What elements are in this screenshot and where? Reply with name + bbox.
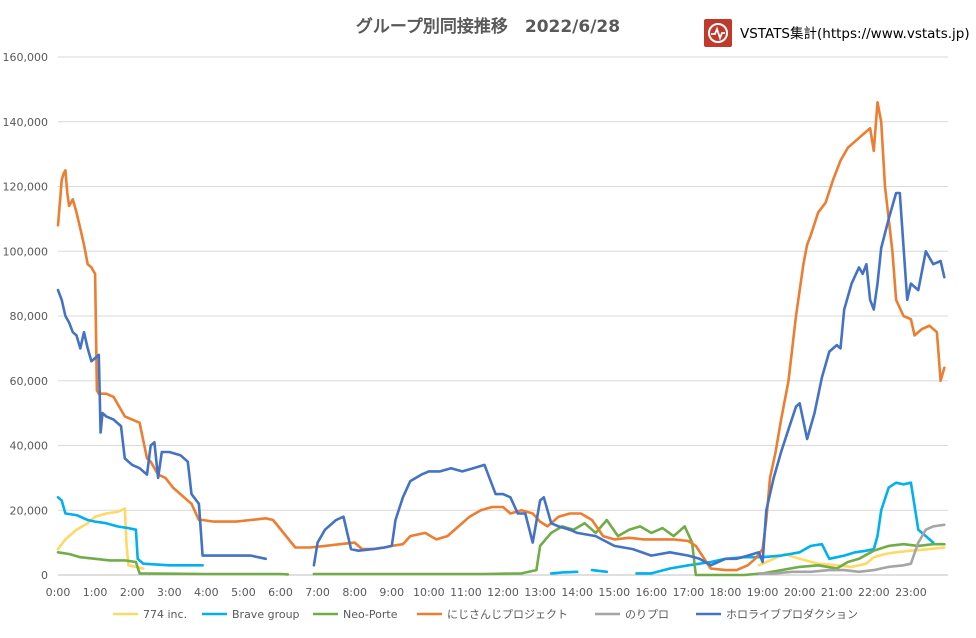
x-tick-label-19: 19:00	[747, 586, 779, 599]
x-tick-label-16: 16:00	[635, 586, 667, 599]
x-tick-label-4: 4:00	[194, 586, 219, 599]
x-tick-label-11: 11:00	[450, 586, 482, 599]
x-tick-label-5: 5:00	[231, 586, 256, 599]
chart-title: グループ別同接推移 2022/6/28	[356, 16, 620, 37]
x-tick-label-23: 23:00	[895, 586, 927, 599]
y-tick-label-4: 80,000	[10, 310, 49, 323]
legend-label-0: 774 inc.	[143, 608, 187, 621]
legend-label-5: ホロライブプロダクション	[726, 607, 858, 621]
brand-badge: VSTATS集計(https://www.vstats.jp)	[704, 19, 970, 47]
x-tick-label-6: 6:00	[268, 586, 293, 599]
x-tick-label-0: 0:00	[46, 586, 71, 599]
legend-label-3: にじさんじプロジェクト	[447, 608, 568, 621]
x-tick-label-17: 17:00	[673, 586, 705, 599]
y-tick-label-0: 0	[41, 569, 48, 582]
pulse-icon	[708, 23, 728, 43]
series-2	[56, 518, 946, 577]
legend-label-2: Neo-Porte	[343, 608, 398, 621]
x-tick-label-7: 7:00	[305, 586, 330, 599]
y-axis: 0 20,000 40,000 60,000 80,000 100,000 120,000 1…	[3, 51, 49, 582]
y-tick-label-8: 160,000	[3, 51, 49, 64]
series-line-1-seg-3	[635, 481, 935, 575]
y-tick-label-6: 120,000	[3, 181, 49, 194]
series-line-4-seg-0	[757, 523, 946, 575]
series-line-0-seg-1	[127, 563, 145, 570]
x-tick-label-13: 13:00	[524, 586, 556, 599]
x-tick-label-18: 18:00	[710, 586, 742, 599]
series-line-1-seg-1	[549, 570, 579, 575]
legend: 774 inc. Brave group Neo-Porte にじさんじプロジェクト の…	[113, 607, 858, 621]
x-tick-label-21: 21:00	[821, 586, 853, 599]
x-tick-label-8: 8:00	[342, 586, 367, 599]
y-tick-label-1: 20,000	[10, 504, 49, 517]
y-tick-label-3: 60,000	[10, 375, 49, 388]
series-line-5-seg-0	[56, 288, 268, 561]
series-1	[56, 481, 935, 575]
series-3	[56, 101, 946, 572]
series-line-3-seg-0	[56, 101, 946, 572]
legend-label-1: Brave group	[232, 608, 300, 621]
legend-label-4: のりプロ	[625, 608, 669, 621]
x-tick-label-3: 3:00	[157, 586, 182, 599]
x-tick-label-14: 14:00	[561, 586, 593, 599]
x-tick-label-9: 9:00	[379, 586, 404, 599]
y-tick-label-2: 40,000	[10, 440, 49, 453]
x-tick-label-2: 2:00	[120, 586, 145, 599]
series-line-1-seg-0	[56, 495, 204, 567]
x-axis: 0:00 1:00 2:00 3:00 4:00 5:00 6:00 7:00 8:00 9:00…	[46, 586, 927, 599]
series-line-1-seg-2	[590, 568, 609, 574]
series-5	[56, 191, 946, 567]
x-tick-label-22: 22:00	[858, 586, 890, 599]
y-tick-label-5: 100,000	[3, 245, 49, 258]
series-4	[757, 523, 946, 575]
series-line-5-seg-1	[312, 191, 946, 567]
grid	[58, 56, 948, 576]
brand-text: VSTATS集計(https://www.vstats.jp)	[740, 26, 970, 42]
x-tick-label-20: 20:00	[784, 586, 816, 599]
x-tick-label-15: 15:00	[598, 586, 630, 599]
x-tick-label-10: 10:00	[413, 586, 445, 599]
x-tick-label-12: 12:00	[487, 586, 519, 599]
y-tick-label-7: 140,000	[3, 116, 49, 129]
x-tick-label-1: 1:00	[83, 586, 108, 599]
series-line-2-seg-0	[56, 550, 290, 576]
series-line-2-seg-1	[312, 518, 946, 577]
series-group	[56, 101, 946, 577]
